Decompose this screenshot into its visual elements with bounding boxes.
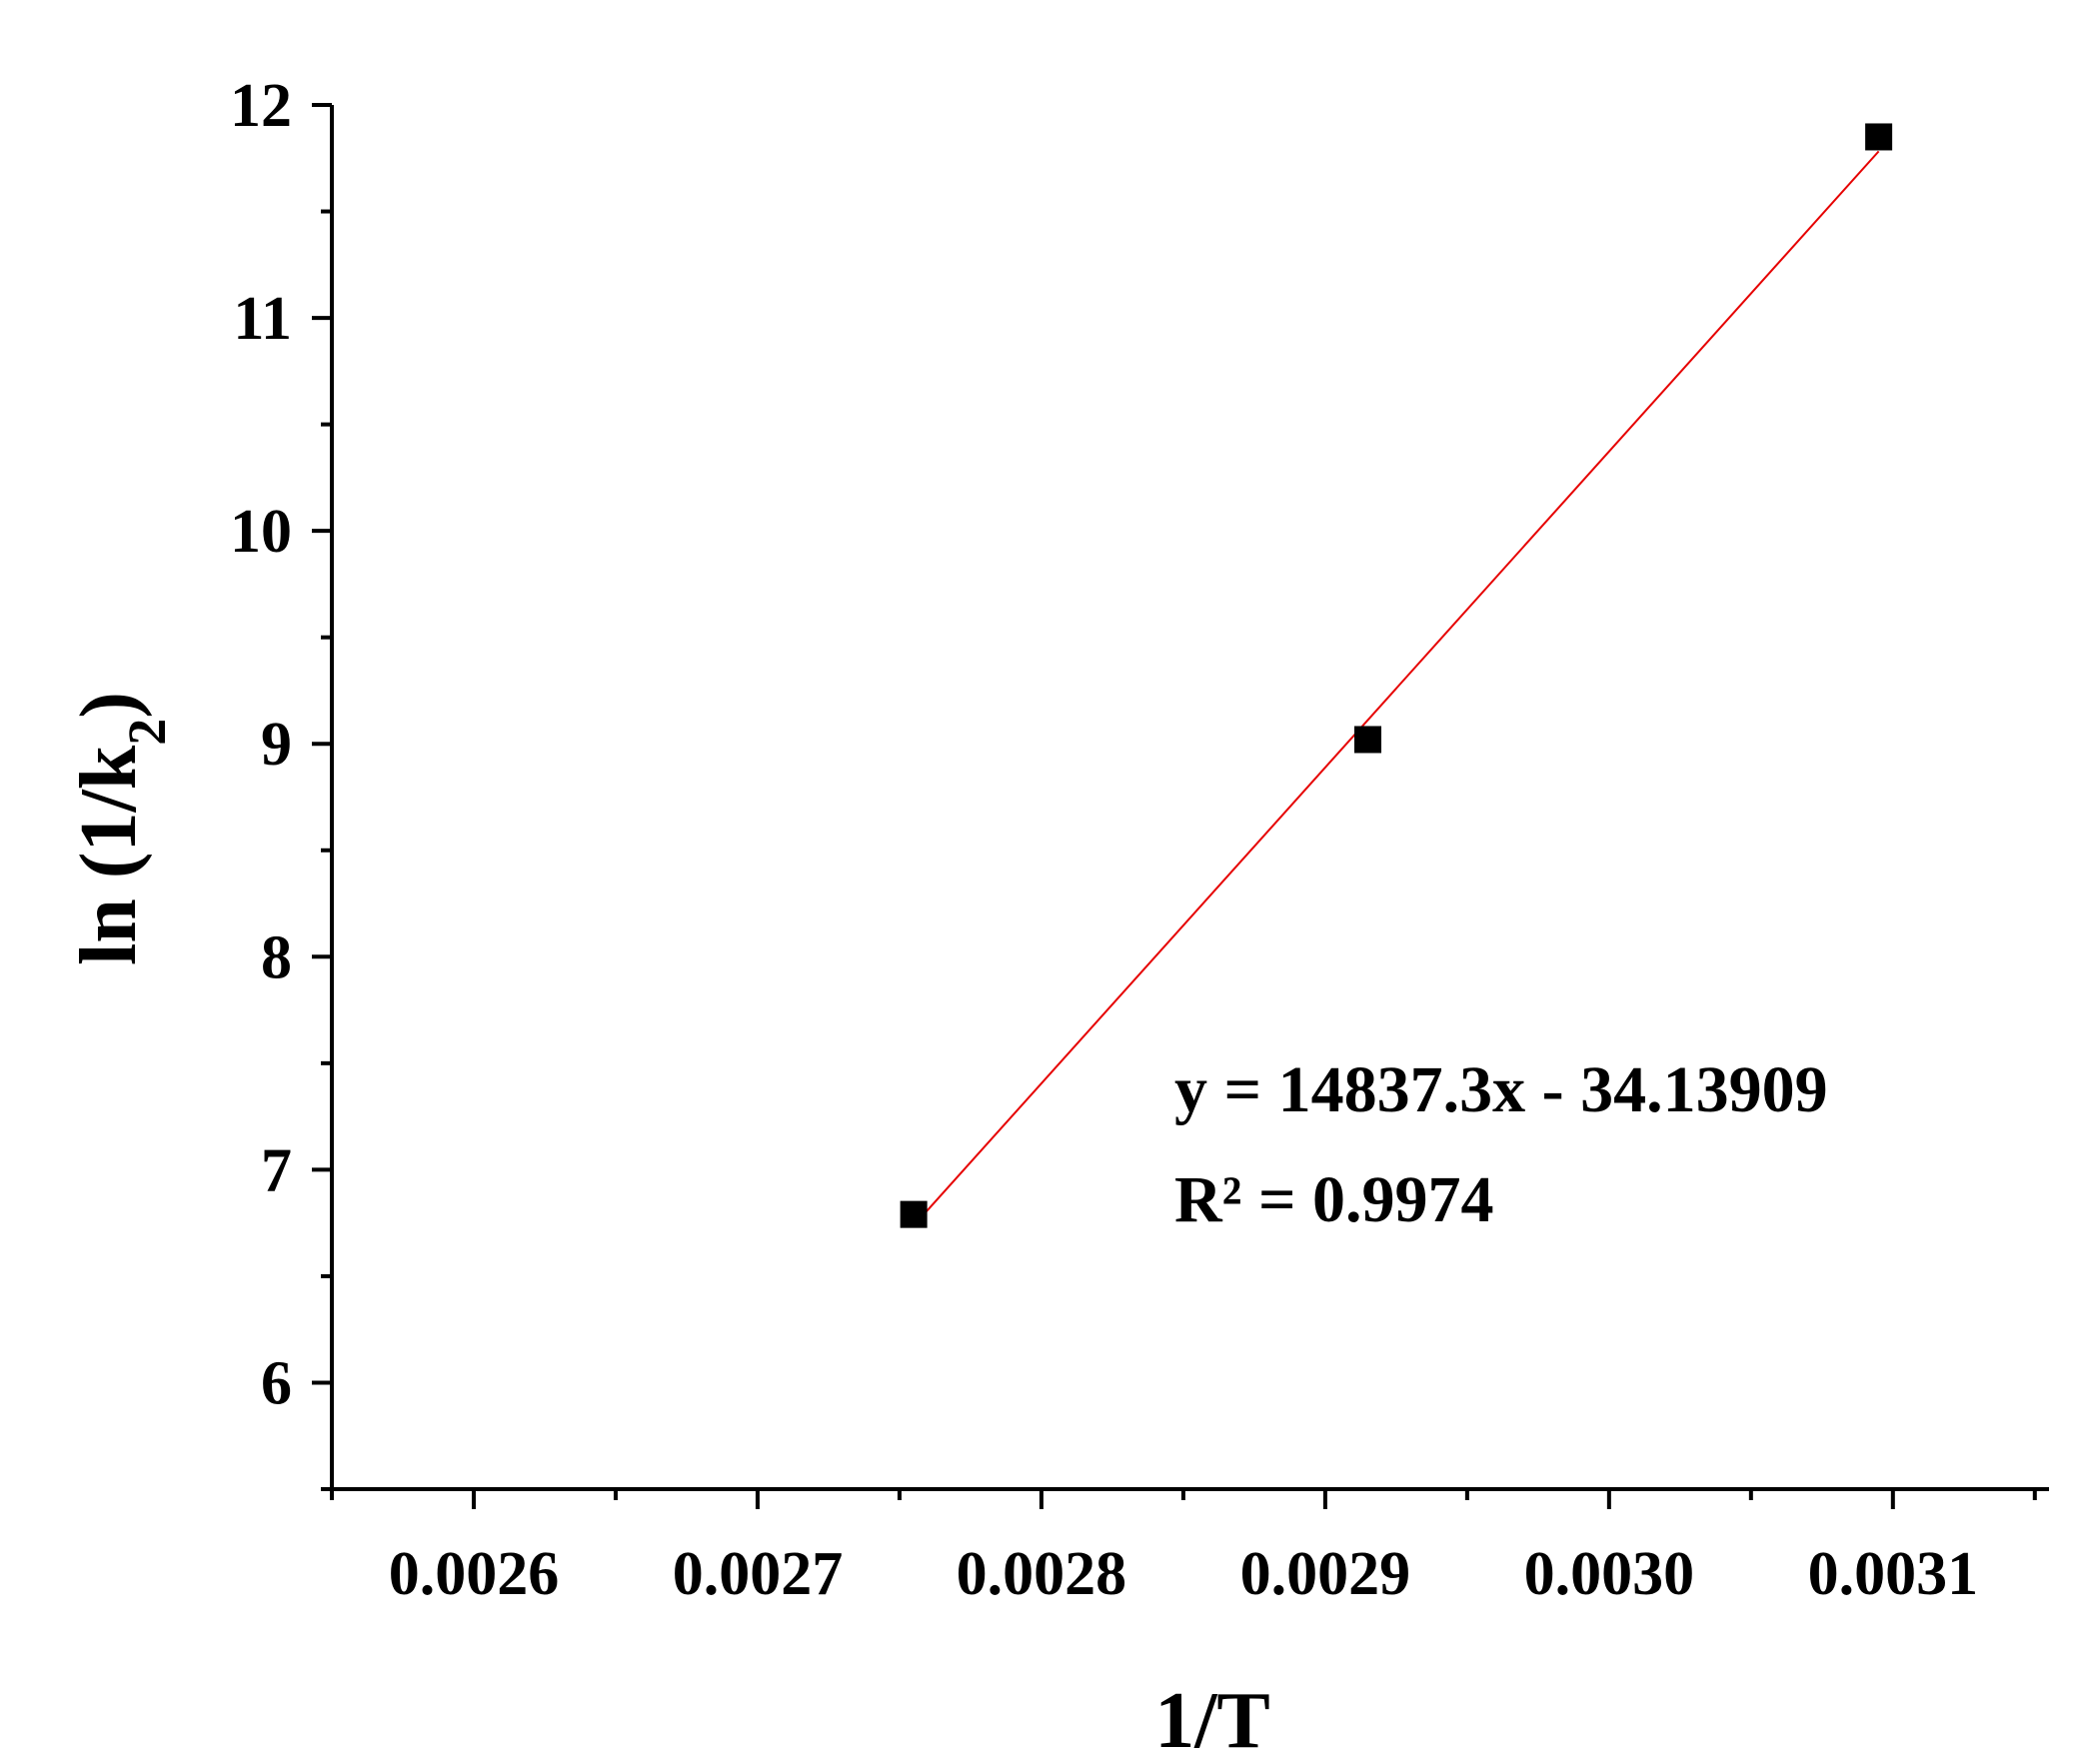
x-tick-label: 0.0031 bbox=[1808, 1540, 1979, 1608]
r-squared: R² = 0.9974 bbox=[1174, 1163, 1494, 1236]
fit-line bbox=[913, 150, 1880, 1226]
ticks-layer: 6 7 8 9 10 11 12 0.0026 0.0027 0.0028 0.0029 0.0030… bbox=[230, 72, 2037, 1608]
y-axis-title-subscript: 2 bbox=[117, 719, 177, 746]
y-tick-label: 6 bbox=[261, 1349, 292, 1417]
x-tick-label: 0.0028 bbox=[957, 1540, 1127, 1608]
y-axis-title-close: ) bbox=[65, 692, 153, 719]
y-axis-title: ln (1/k2) bbox=[65, 692, 177, 965]
x-tick-label: 0.0026 bbox=[389, 1540, 560, 1608]
y-tick-label: 11 bbox=[233, 285, 292, 353]
data-point bbox=[1865, 123, 1893, 151]
y-tick-label: 10 bbox=[230, 498, 292, 566]
y-tick-label: 12 bbox=[230, 72, 292, 140]
y-tick-label: 7 bbox=[261, 1136, 292, 1204]
data-point bbox=[900, 1200, 928, 1228]
x-tick-label: 0.0029 bbox=[1240, 1540, 1411, 1608]
y-tick-label: 9 bbox=[261, 711, 292, 779]
data-point bbox=[1353, 726, 1381, 754]
fit-equation: y = 14837.3x - 34.13909 bbox=[1174, 1053, 1828, 1126]
x-tick-label: 0.0030 bbox=[1524, 1540, 1695, 1608]
y-axis-title-main: ln (1/k bbox=[65, 745, 153, 965]
x-tick-label: 0.0027 bbox=[673, 1540, 844, 1608]
y-tick-label: 8 bbox=[261, 923, 292, 991]
x-axis-title: 1/T bbox=[1154, 1677, 1270, 1764]
data-points bbox=[900, 123, 1893, 1228]
